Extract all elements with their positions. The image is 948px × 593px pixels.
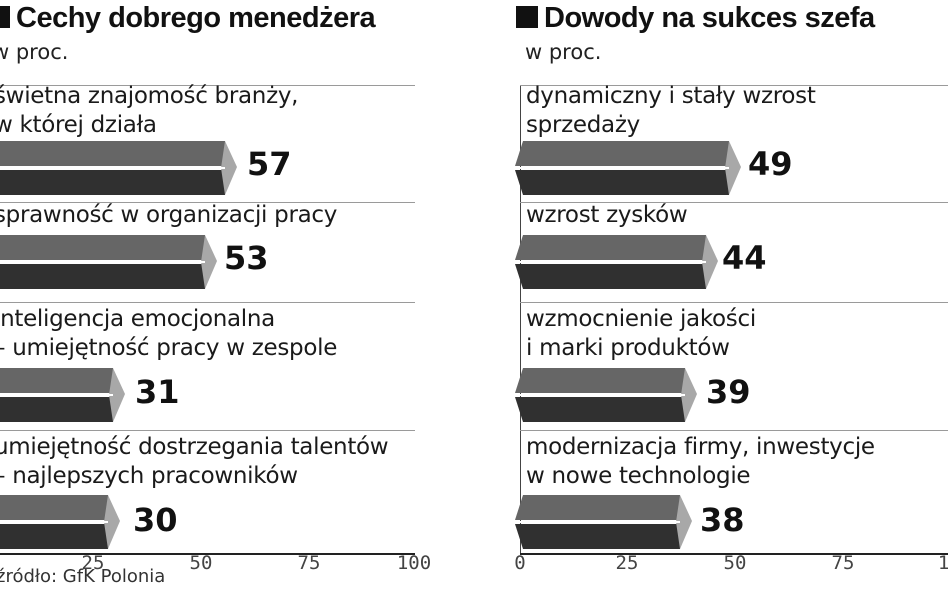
- right-tick: 0: [514, 552, 526, 574]
- right-chart-panel: Dowody na sukces szefa w proc. dynamiczn…: [500, 0, 948, 593]
- separator-line: [520, 302, 948, 303]
- bar-shape: [515, 141, 741, 195]
- right-x-axis: [520, 553, 948, 555]
- right-item-1-label: dynamiczny i stały wzrost sprzedaży: [526, 82, 816, 140]
- left-chart-panel: Cechy dobrego menedżera w proc. świetna …: [0, 0, 450, 593]
- label-line: sprzedaży: [526, 112, 640, 138]
- left-unit-label: w proc.: [0, 40, 69, 64]
- left-tick: 50: [189, 552, 213, 574]
- left-title-text: Cechy dobrego menedżera: [16, 2, 376, 34]
- separator-line: [520, 202, 948, 203]
- right-chart-title: Dowody na sukces szefa: [516, 2, 875, 35]
- separator-line: [0, 85, 415, 86]
- label-line: inteligencja emocjonalna: [0, 306, 275, 332]
- separator-line: [520, 85, 948, 86]
- right-bar-3-value: 39: [706, 373, 751, 411]
- right-title-text: Dowody na sukces szefa: [544, 2, 875, 34]
- separator-line: [0, 430, 415, 431]
- right-item-4-label: modernizacja firmy, inwestycje w nowe te…: [526, 433, 875, 491]
- right-tick: 25: [615, 552, 639, 574]
- right-bar-1-value: 49: [748, 145, 793, 183]
- label-line: wzrost zysków: [526, 202, 688, 228]
- label-line: umiejętność dostrzegania talentów: [0, 434, 389, 460]
- left-tick: 75: [297, 552, 321, 574]
- label-line: modernizacja firmy, inwestycje: [526, 434, 875, 460]
- label-line: i marki produktów: [526, 335, 730, 361]
- right-tick: 100: [937, 552, 948, 574]
- left-chart-title: Cechy dobrego menedżera: [0, 2, 376, 35]
- title-square-icon: [516, 6, 538, 28]
- right-unit-label: w proc.: [525, 40, 602, 64]
- bar-shape: [0, 235, 217, 289]
- separator-line: [520, 430, 948, 431]
- label-line: – umiejętność pracy w zespole: [0, 335, 338, 361]
- label-line: dynamiczny i stały wzrost: [526, 83, 816, 109]
- label-line: sprawność w organizacji pracy: [0, 202, 338, 228]
- right-item-3-label: wzmocnienie jakości i marki produktów: [526, 305, 756, 363]
- bar-shape: [515, 235, 718, 289]
- bar-shape: [515, 495, 692, 549]
- separator-line: [0, 202, 415, 203]
- left-item-2-label: sprawność w organizacji pracy: [0, 201, 337, 230]
- left-x-axis: [0, 553, 415, 555]
- bar-shape: [515, 368, 697, 422]
- label-line: świetna znajomość branży,: [0, 83, 299, 109]
- left-bar-2-value: 53: [224, 239, 269, 277]
- label-line: – najlepszych pracowników: [0, 463, 298, 489]
- right-bar-4-value: 38: [700, 501, 745, 539]
- right-tick: 50: [723, 552, 747, 574]
- left-bar-1-value: 57: [247, 145, 292, 183]
- right-y-axis-line: [520, 85, 521, 555]
- left-bar-3-value: 31: [135, 373, 180, 411]
- bar-shape: [0, 368, 125, 422]
- bar-shape: [0, 141, 237, 195]
- left-item-1-label: świetna znajomość branży, w której dział…: [0, 82, 298, 140]
- right-bar-2-value: 44: [722, 239, 767, 277]
- left-bar-4-value: 30: [133, 501, 178, 539]
- left-tick: 25: [81, 552, 105, 574]
- source-note: źródło: GfK Polonia: [0, 566, 166, 587]
- label-line: wzmocnienie jakości: [526, 306, 756, 332]
- title-square-icon: [0, 6, 10, 28]
- separator-line: [0, 302, 415, 303]
- left-tick: 100: [396, 552, 432, 574]
- label-line: w nowe technologie: [526, 463, 751, 489]
- right-tick: 75: [831, 552, 855, 574]
- label-line: w której działa: [0, 112, 157, 138]
- right-item-2-label: wzrost zysków: [526, 201, 688, 230]
- left-item-4-label: umiejętność dostrzegania talentów – najl…: [0, 433, 389, 491]
- left-item-3-label: inteligencja emocjonalna – umiejętność p…: [0, 305, 337, 363]
- bar-shape: [0, 495, 120, 549]
